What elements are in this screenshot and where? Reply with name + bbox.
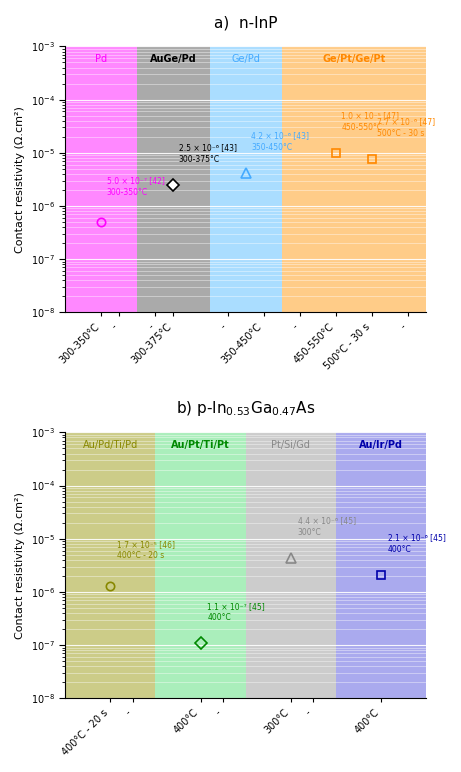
Bar (65, 432, 155, 699)
Y-axis label: Contact resistivity (Ω.cm²): Contact resistivity (Ω.cm²) (15, 106, 25, 253)
Title: a)  n-InP: a) n-InP (214, 15, 278, 30)
Title: b) p-In$_{0.53}$Ga$_{0.47}$As: b) p-In$_{0.53}$Ga$_{0.47}$As (176, 399, 315, 418)
Text: Pd: Pd (95, 54, 107, 64)
Text: 7.7 × 10⁻⁶ [47]
500°C - 30 s: 7.7 × 10⁻⁶ [47] 500°C - 30 s (378, 117, 436, 137)
Text: Au/Ir/Pd: Au/Ir/Pd (359, 440, 403, 450)
Text: AuGe/Pd: AuGe/Pd (150, 54, 197, 64)
Text: Au/Pt/Ti/Pt: Au/Pt/Ti/Pt (171, 440, 230, 450)
Bar (246, 432, 336, 699)
Text: 5.0 × 10⁻⁷ [42]
300-350°C: 5.0 × 10⁻⁷ [42] 300-350°C (106, 177, 165, 197)
Text: 1.1 × 10⁻⁷ [45]
400°C: 1.1 × 10⁻⁷ [45] 400°C (207, 601, 265, 621)
Text: 1.0 × 10⁻⁵ [47]
450-550°C: 1.0 × 10⁻⁵ [47] 450-550°C (341, 112, 399, 132)
Bar (155, 432, 246, 699)
Text: 1.7 × 10⁻⁵ [46]
400°C - 20 s: 1.7 × 10⁻⁵ [46] 400°C - 20 s (117, 540, 175, 560)
Text: 2.5 × 10⁻⁶ [43]
300-375°C: 2.5 × 10⁻⁶ [43] 300-375°C (179, 144, 237, 164)
Text: Ge/Pt/Ge/Pt: Ge/Pt/Ge/Pt (322, 54, 385, 64)
Bar (282, 46, 426, 313)
Bar (65, 46, 137, 313)
Text: 4.2 × 10⁻⁶ [43]
350-450°C: 4.2 × 10⁻⁶ [43] 350-450°C (251, 131, 309, 152)
Text: Au/Pd/Ti/Pd: Au/Pd/Ti/Pd (83, 440, 138, 450)
Text: 4.4 × 10⁻⁶ [45]
300°C: 4.4 × 10⁻⁶ [45] 300°C (297, 516, 355, 537)
Bar (210, 46, 282, 313)
Text: Pt/Si/Gd: Pt/Si/Gd (272, 440, 310, 450)
Text: Ge/Pd: Ge/Pd (231, 54, 260, 64)
Y-axis label: Contact resistivity (Ω.cm²): Contact resistivity (Ω.cm²) (15, 492, 25, 638)
Bar (137, 46, 210, 313)
Bar (336, 432, 426, 699)
Text: 2.1 × 10⁻⁶ [45]
400°C: 2.1 × 10⁻⁶ [45] 400°C (388, 533, 446, 554)
